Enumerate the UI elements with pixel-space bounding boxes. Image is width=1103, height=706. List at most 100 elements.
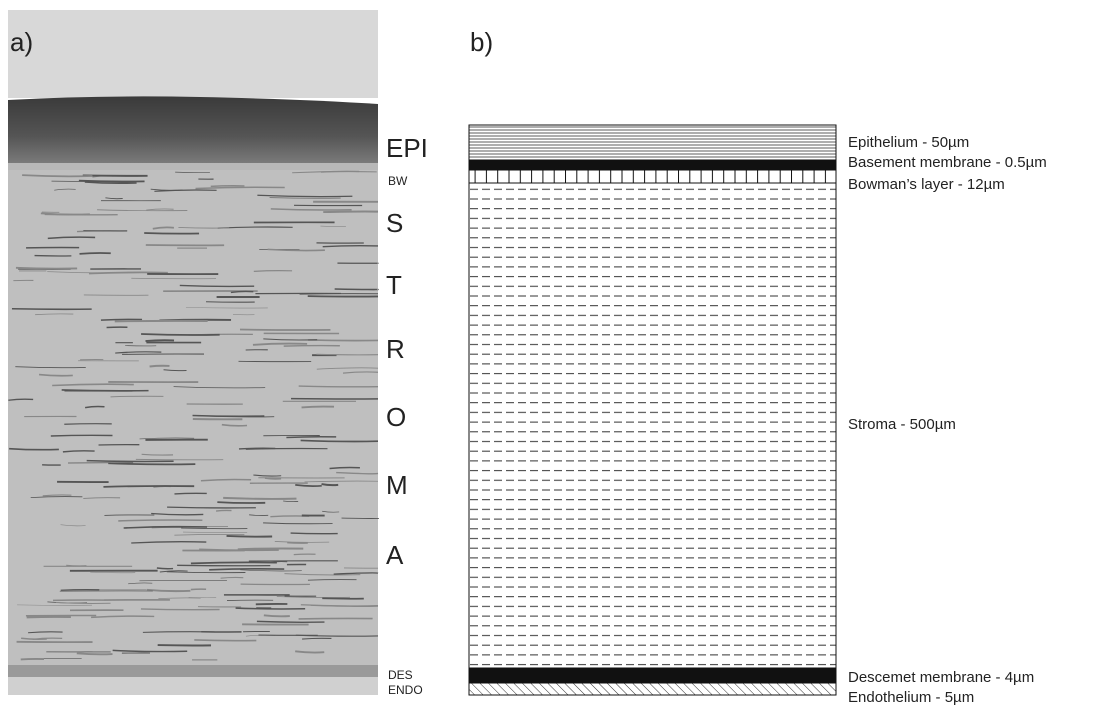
basement-layer — [468, 159, 837, 171]
streak — [66, 564, 87, 567]
streak — [307, 579, 357, 581]
streak — [8, 398, 34, 401]
streak — [28, 631, 63, 634]
streak — [223, 496, 297, 500]
streak — [194, 639, 257, 642]
streak — [15, 366, 86, 369]
layer-description: Stroma - 500µm — [848, 416, 956, 433]
streak — [287, 541, 308, 544]
streak — [276, 596, 350, 599]
streak — [342, 371, 379, 374]
streak — [179, 284, 255, 288]
streak — [270, 208, 352, 211]
epithelium-region — [8, 96, 378, 163]
streak — [139, 437, 195, 440]
descemet-layer — [468, 667, 837, 684]
streak — [269, 561, 288, 564]
streak — [334, 288, 379, 291]
streak — [131, 277, 216, 280]
streak — [300, 604, 379, 607]
streak — [209, 568, 285, 571]
streak — [47, 236, 96, 240]
layer-description: Bowman’s layer - 12µm — [848, 176, 1005, 193]
streak — [152, 226, 174, 230]
streak — [104, 514, 155, 516]
streak — [61, 389, 149, 392]
streak — [290, 532, 338, 535]
streak — [149, 364, 170, 368]
streak — [264, 477, 282, 480]
streak — [151, 512, 204, 516]
streak — [60, 524, 86, 527]
streak — [321, 483, 339, 487]
streak — [286, 435, 337, 439]
streak — [253, 270, 293, 272]
streak — [200, 478, 252, 482]
streak — [295, 484, 322, 487]
streak — [131, 541, 207, 544]
streak — [293, 553, 316, 556]
streak — [140, 608, 220, 611]
streak — [47, 271, 141, 274]
streak — [20, 658, 45, 661]
streak — [240, 569, 302, 572]
streak — [84, 181, 137, 185]
streak — [159, 570, 188, 573]
streak — [217, 501, 266, 504]
streak — [50, 434, 113, 437]
streak — [295, 650, 325, 654]
endothelium-layer — [468, 682, 837, 696]
streak — [323, 210, 379, 214]
streak — [174, 492, 207, 495]
streak — [146, 588, 191, 593]
streak — [304, 480, 379, 483]
streak — [239, 328, 331, 331]
streak — [185, 307, 268, 309]
streak — [210, 185, 245, 188]
streak — [118, 519, 203, 522]
endothelium-region — [8, 677, 378, 695]
streak — [284, 573, 361, 576]
streak — [105, 197, 123, 200]
layer-label: BW — [388, 174, 408, 188]
streak — [320, 225, 346, 227]
streak — [9, 447, 59, 451]
streak — [11, 307, 92, 311]
streak — [100, 318, 143, 321]
layer-label: DES — [388, 668, 413, 682]
layer-description: Descemet membrane - 4µm — [848, 669, 1034, 686]
streak — [55, 602, 111, 604]
streak — [86, 459, 174, 463]
streak — [195, 186, 285, 190]
streak — [42, 494, 72, 497]
layer-label: R — [386, 334, 405, 364]
streak — [144, 232, 200, 235]
streak — [52, 383, 134, 387]
layer-label: ENDO — [388, 683, 423, 697]
streak — [146, 208, 174, 211]
streak — [38, 373, 73, 377]
streak — [316, 367, 379, 370]
layer-label: M — [386, 470, 408, 500]
streak — [64, 423, 112, 425]
streak — [190, 561, 277, 565]
streak — [40, 212, 90, 216]
streak — [60, 589, 100, 591]
streak — [78, 179, 145, 183]
streak — [263, 614, 290, 618]
streak — [221, 423, 248, 427]
streak — [141, 333, 220, 336]
stroma-streaks — [8, 170, 379, 661]
streak — [269, 197, 341, 199]
streak — [54, 188, 76, 191]
streak — [163, 369, 187, 372]
descemet-region — [8, 665, 378, 677]
streak — [103, 485, 195, 488]
stroma-region — [8, 170, 378, 665]
streak — [316, 353, 379, 356]
streak — [115, 351, 162, 354]
streak — [173, 386, 266, 389]
streak — [256, 620, 325, 624]
streak — [128, 582, 153, 585]
